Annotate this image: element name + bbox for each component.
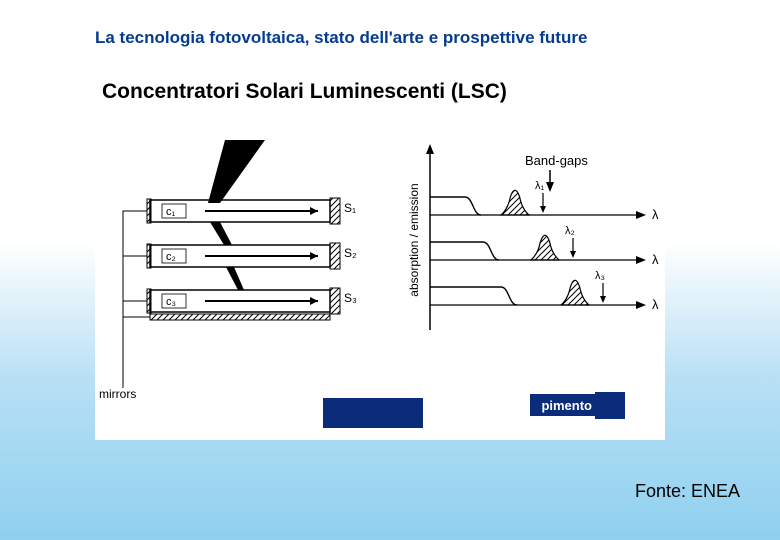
page-title: La tecnologia fotovoltaica, stato dell'a… (95, 28, 587, 48)
svg-text:S₂: S₂ (344, 246, 357, 260)
overlay-right-box (595, 392, 625, 419)
svg-text:S₃: S₃ (344, 291, 357, 305)
svg-text:c₁: c₁ (166, 206, 176, 218)
svg-text:λ: λ (652, 252, 659, 267)
svg-text:λ: λ (652, 297, 659, 312)
svg-text:Band-gaps: Band-gaps (525, 153, 588, 168)
overlay-right-text: pimento (530, 394, 596, 416)
svg-text:c₃: c₃ (166, 296, 176, 308)
page-subtitle: Concentratori Solari Luminescenti (LSC) (102, 80, 507, 104)
svg-text:c₂: c₂ (166, 251, 176, 263)
svg-text:λ: λ (652, 207, 659, 222)
source-label: Fonte: ENEA (635, 481, 740, 502)
overlay-left (323, 398, 423, 428)
svg-text:λ₃: λ₃ (595, 270, 605, 282)
svg-text:S₁: S₁ (344, 201, 356, 215)
svg-text:λ₂: λ₂ (565, 225, 575, 237)
svg-text:absorption / emission: absorption / emission (407, 183, 421, 296)
svg-text:λ₁: λ₁ (535, 180, 545, 192)
svg-text:mirrors: mirrors (99, 387, 136, 401)
